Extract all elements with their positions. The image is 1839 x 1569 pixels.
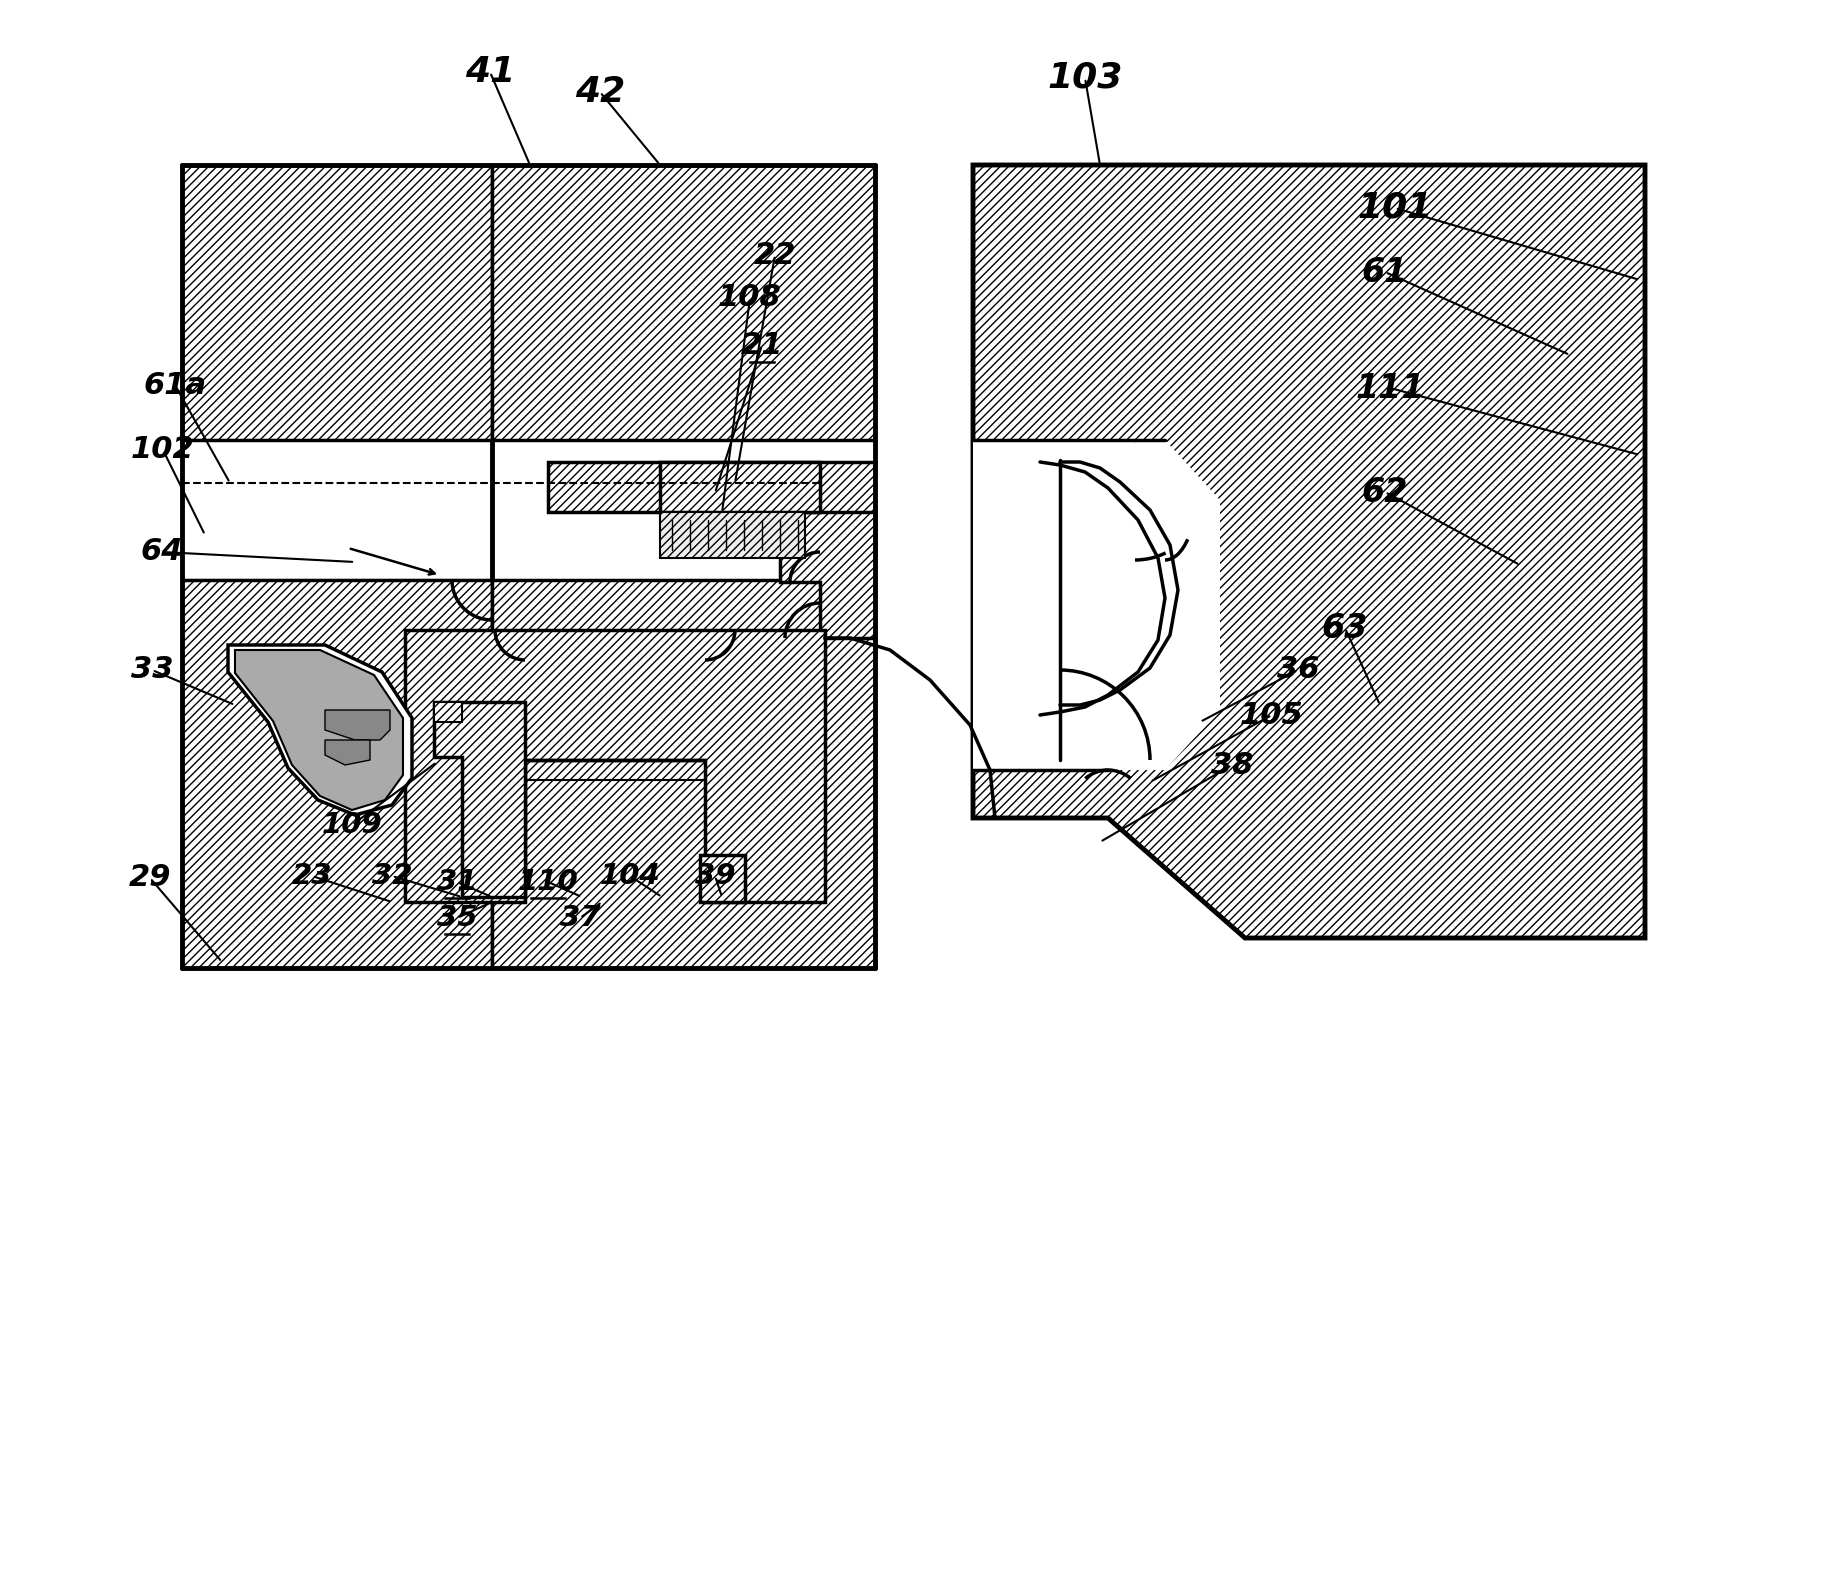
Polygon shape (434, 701, 462, 722)
Text: 21: 21 (741, 331, 783, 359)
Text: 102: 102 (131, 436, 195, 464)
Polygon shape (491, 165, 875, 439)
Text: 104: 104 (600, 861, 660, 890)
Text: 38: 38 (1210, 750, 1252, 780)
Polygon shape (973, 165, 1644, 938)
Text: 110: 110 (517, 868, 577, 896)
Text: 39: 39 (695, 861, 736, 890)
Text: 31: 31 (436, 868, 476, 896)
Polygon shape (235, 650, 403, 810)
Text: 33: 33 (131, 656, 173, 684)
Text: 22: 22 (754, 240, 796, 270)
Text: 63: 63 (1320, 612, 1368, 645)
Text: 105: 105 (1239, 700, 1304, 730)
Polygon shape (434, 701, 524, 897)
Text: 29: 29 (129, 863, 171, 893)
Polygon shape (182, 165, 491, 439)
Polygon shape (326, 711, 390, 741)
Text: 62: 62 (1361, 475, 1407, 508)
Text: 103: 103 (1046, 61, 1122, 96)
Text: 37: 37 (559, 904, 600, 932)
Polygon shape (326, 741, 370, 766)
Text: 109: 109 (322, 811, 383, 839)
Polygon shape (660, 511, 805, 559)
Text: 36: 36 (1276, 656, 1319, 684)
Polygon shape (405, 631, 824, 902)
Text: 61a: 61a (143, 370, 206, 400)
Polygon shape (780, 511, 875, 639)
Text: 32: 32 (371, 861, 412, 890)
Polygon shape (228, 645, 412, 814)
Text: 23: 23 (292, 861, 333, 890)
Text: 61: 61 (1361, 256, 1407, 289)
Polygon shape (699, 855, 745, 902)
Text: 42: 42 (574, 75, 625, 108)
Polygon shape (182, 581, 491, 968)
Text: 41: 41 (465, 55, 515, 89)
Polygon shape (973, 439, 1219, 770)
Text: 64: 64 (140, 538, 184, 566)
Text: 108: 108 (717, 284, 782, 312)
Polygon shape (548, 461, 875, 582)
Polygon shape (660, 461, 820, 511)
Polygon shape (491, 581, 875, 968)
Text: 101: 101 (1357, 191, 1433, 224)
Text: 35: 35 (436, 904, 476, 932)
Text: 111: 111 (1354, 372, 1423, 405)
